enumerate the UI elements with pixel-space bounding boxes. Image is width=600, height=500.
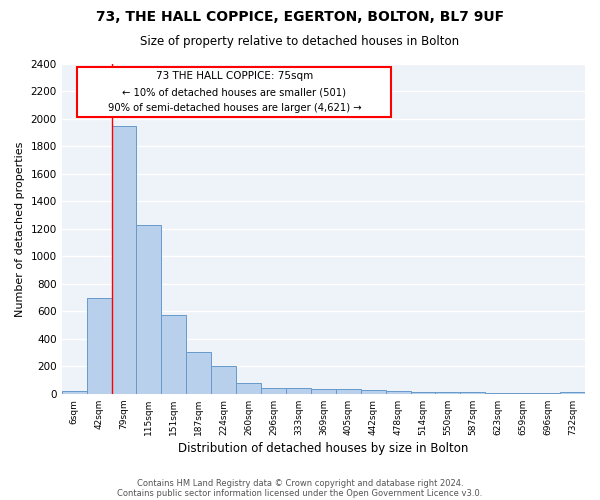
Bar bbox=[186, 352, 211, 394]
Text: 73 THE HALL COPPICE: 75sqm: 73 THE HALL COPPICE: 75sqm bbox=[156, 71, 313, 81]
FancyBboxPatch shape bbox=[77, 68, 391, 117]
Bar bbox=[211, 366, 236, 394]
Bar bbox=[336, 389, 361, 394]
Bar bbox=[136, 225, 161, 394]
Y-axis label: Number of detached properties: Number of detached properties bbox=[15, 141, 25, 316]
Bar bbox=[286, 388, 311, 394]
Bar bbox=[112, 126, 136, 394]
Text: Contains public sector information licensed under the Open Government Licence v3: Contains public sector information licen… bbox=[118, 488, 482, 498]
Bar bbox=[510, 393, 535, 394]
Bar bbox=[311, 389, 336, 394]
Bar bbox=[485, 392, 510, 394]
Text: Contains HM Land Registry data © Crown copyright and database right 2024.: Contains HM Land Registry data © Crown c… bbox=[137, 478, 463, 488]
Bar bbox=[560, 392, 585, 394]
Bar bbox=[261, 388, 286, 394]
Text: 90% of semi-detached houses are larger (4,621) →: 90% of semi-detached houses are larger (… bbox=[107, 103, 361, 113]
Bar bbox=[161, 315, 186, 394]
Bar bbox=[460, 392, 485, 394]
Text: ← 10% of detached houses are smaller (501): ← 10% of detached houses are smaller (50… bbox=[122, 87, 346, 97]
Bar bbox=[236, 383, 261, 394]
X-axis label: Distribution of detached houses by size in Bolton: Distribution of detached houses by size … bbox=[178, 442, 469, 455]
Bar bbox=[436, 392, 460, 394]
Bar bbox=[361, 390, 386, 394]
Text: 73, THE HALL COPPICE, EGERTON, BOLTON, BL7 9UF: 73, THE HALL COPPICE, EGERTON, BOLTON, B… bbox=[96, 10, 504, 24]
Bar bbox=[386, 392, 410, 394]
Text: Size of property relative to detached houses in Bolton: Size of property relative to detached ho… bbox=[140, 35, 460, 48]
Bar bbox=[62, 391, 86, 394]
Bar bbox=[410, 392, 436, 394]
Bar bbox=[86, 298, 112, 394]
